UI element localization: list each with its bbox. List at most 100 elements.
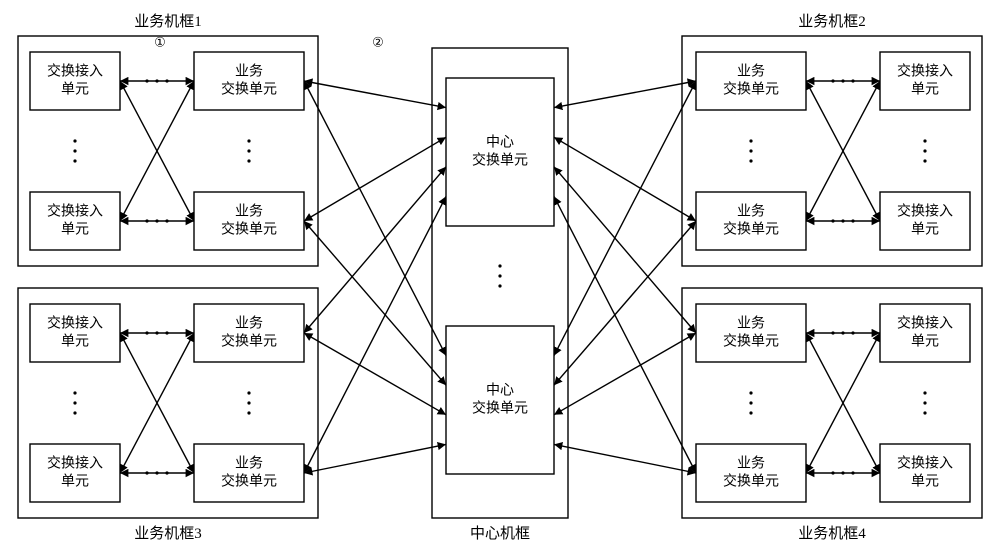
unit-label: 业务	[737, 204, 765, 220]
unit-f3_s1	[194, 304, 304, 362]
frame-label-f2: 业务机框2	[798, 13, 866, 30]
edge-center	[304, 137, 446, 221]
unit-label: 单元	[911, 474, 939, 490]
unit-label: 交换单元	[723, 473, 779, 490]
ellipsis-dot	[851, 219, 854, 222]
unit-f4_a2	[880, 444, 970, 502]
unit-f2_a1	[880, 52, 970, 110]
unit-label: 交换接入	[47, 203, 103, 220]
ellipsis-dot	[498, 284, 501, 287]
ellipsis-dot	[155, 331, 158, 334]
ellipsis-dot	[145, 219, 148, 222]
unit-label: 中心	[486, 383, 514, 399]
edge-center	[554, 444, 696, 473]
ellipsis-dot	[247, 139, 250, 142]
unit-label: 交换接入	[47, 63, 103, 80]
unit-label: 单元	[61, 222, 89, 238]
unit-f3_s2	[194, 444, 304, 502]
ellipsis-dot	[165, 471, 168, 474]
unit-label: 业务	[235, 64, 263, 80]
unit-f1_s2	[194, 192, 304, 250]
ellipsis-dot	[498, 274, 501, 277]
ellipsis-dot	[749, 411, 752, 414]
unit-c2	[446, 326, 554, 474]
ellipsis-dot	[145, 331, 148, 334]
unit-label: 交换单元	[221, 333, 277, 350]
ellipsis-dot	[73, 139, 76, 142]
network-diagram: 业务机框1业务机框2业务机框3业务机框4中心机框交换接入单元交换接入单元业务交换…	[0, 0, 1000, 560]
unit-label: 交换接入	[897, 63, 953, 80]
marker-m2: ②	[372, 35, 384, 50]
ellipsis-dot	[165, 79, 168, 82]
unit-f4_s1	[696, 304, 806, 362]
ellipsis-dot	[923, 159, 926, 162]
ellipsis-dot	[841, 219, 844, 222]
ellipsis-dot	[749, 159, 752, 162]
ellipsis-dot	[498, 264, 501, 267]
unit-label: 交换接入	[897, 455, 953, 472]
unit-label: 交换单元	[221, 81, 277, 98]
edge-center	[304, 167, 446, 333]
ellipsis-dot	[923, 391, 926, 394]
edge-center	[554, 81, 696, 356]
edge-center	[554, 81, 696, 108]
ellipsis-dot	[851, 331, 854, 334]
ellipsis-dot	[831, 219, 834, 222]
unit-label: 交换单元	[723, 333, 779, 350]
ellipsis-dot	[841, 331, 844, 334]
unit-f1_a1	[30, 52, 120, 110]
unit-label: 业务	[235, 456, 263, 472]
unit-label: 交换单元	[723, 221, 779, 238]
edge-center	[554, 221, 696, 385]
ellipsis-dot	[841, 471, 844, 474]
edge-center	[554, 167, 696, 333]
unit-f4_s2	[696, 444, 806, 502]
ellipsis-dot	[145, 79, 148, 82]
edge-center	[304, 221, 446, 385]
edge-center	[304, 81, 446, 108]
ellipsis-dot	[73, 149, 76, 152]
ellipsis-dot	[155, 471, 158, 474]
unit-label: 交换单元	[472, 400, 528, 417]
unit-label: 交换单元	[221, 221, 277, 238]
ellipsis-dot	[165, 331, 168, 334]
ellipsis-dot	[247, 159, 250, 162]
frame-label-f4: 业务机框4	[798, 525, 866, 542]
ellipsis-dot	[831, 79, 834, 82]
ellipsis-dot	[73, 401, 76, 404]
ellipsis-dot	[155, 219, 158, 222]
edge-center	[304, 444, 446, 473]
unit-label: 单元	[61, 474, 89, 490]
unit-f1_s1	[194, 52, 304, 110]
ellipsis-dot	[749, 391, 752, 394]
unit-label: 单元	[911, 334, 939, 350]
unit-f1_a2	[30, 192, 120, 250]
ellipsis-dot	[749, 149, 752, 152]
ellipsis-dot	[923, 411, 926, 414]
unit-label: 单元	[911, 222, 939, 238]
unit-label: 单元	[61, 82, 89, 98]
frame-label-f1: 业务机框1	[134, 13, 202, 30]
edge-center	[554, 333, 696, 415]
ellipsis-dot	[749, 139, 752, 142]
unit-label: 交换接入	[897, 315, 953, 332]
ellipsis-dot	[923, 139, 926, 142]
unit-label: 交换接入	[897, 203, 953, 220]
unit-label: 业务	[737, 456, 765, 472]
ellipsis-dot	[749, 401, 752, 404]
unit-c1	[446, 78, 554, 226]
ellipsis-dot	[247, 411, 250, 414]
unit-f2_s1	[696, 52, 806, 110]
unit-f2_s2	[696, 192, 806, 250]
unit-label: 交换单元	[723, 81, 779, 98]
ellipsis-dot	[247, 391, 250, 394]
ellipsis-dot	[247, 149, 250, 152]
edge-center	[554, 137, 696, 221]
ellipsis-dot	[831, 331, 834, 334]
ellipsis-dot	[155, 79, 158, 82]
unit-f3_a2	[30, 444, 120, 502]
ellipsis-dot	[851, 471, 854, 474]
unit-label: 交换接入	[47, 455, 103, 472]
ellipsis-dot	[165, 219, 168, 222]
ellipsis-dot	[831, 471, 834, 474]
